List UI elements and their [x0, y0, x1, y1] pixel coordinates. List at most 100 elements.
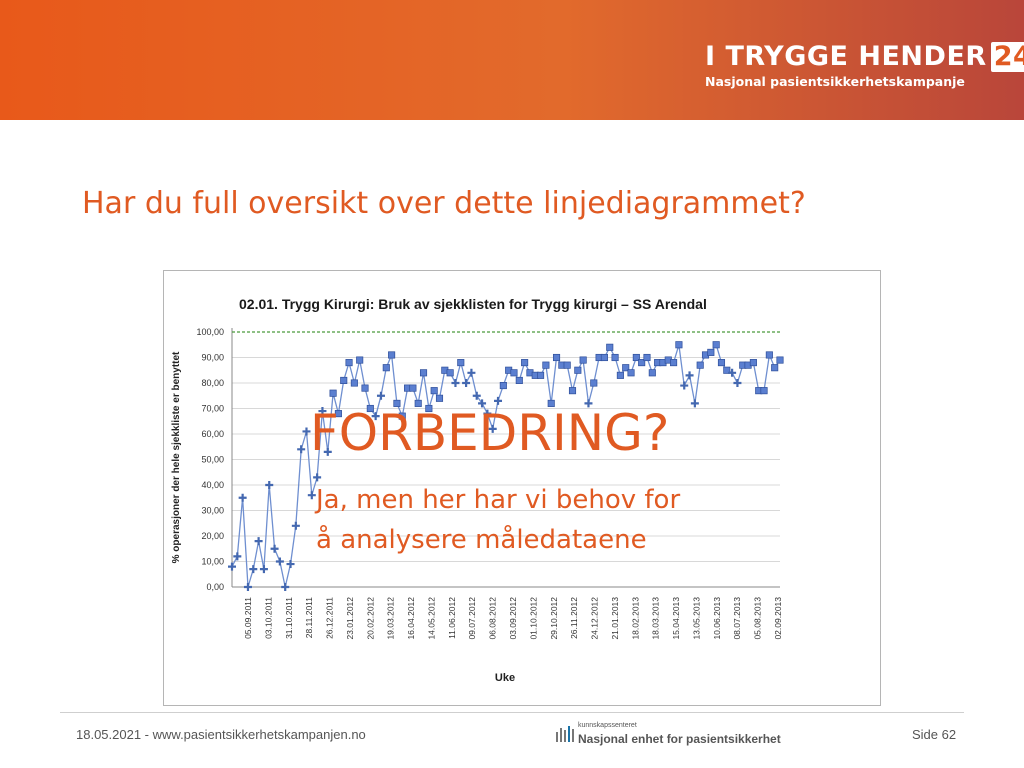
data-point — [286, 560, 295, 569]
data-point — [361, 384, 369, 392]
data-point — [606, 343, 614, 351]
x-tick-label: 05.08.2013 — [753, 597, 763, 640]
data-point — [643, 353, 651, 362]
data-point — [717, 359, 726, 367]
data-point — [638, 359, 646, 367]
data-point — [467, 368, 476, 377]
data-point — [771, 364, 779, 372]
chart-container: 02.01. Trygg Kirurgi: Bruk av sjekkliste… — [163, 270, 881, 706]
data-point — [707, 348, 715, 356]
data-point — [765, 351, 773, 359]
x-tick-label: 20.02.2012 — [365, 597, 375, 640]
bar-logo-icon — [556, 726, 574, 742]
x-tick-label: 29.10.2012 — [549, 597, 559, 640]
data-point — [425, 404, 433, 413]
data-point — [712, 341, 720, 349]
x-tick-label: 18.02.2013 — [630, 597, 640, 640]
data-point — [537, 371, 545, 379]
data-point — [648, 369, 656, 377]
y-tick-label: 90,00 — [201, 353, 224, 363]
data-point — [265, 481, 274, 489]
data-point — [632, 353, 640, 362]
data-point — [419, 369, 428, 377]
page-number: Side 62 — [912, 727, 957, 742]
logo-small-text: kunnskapssenteret — [578, 722, 637, 729]
data-point — [291, 521, 300, 530]
data-point — [457, 359, 465, 367]
data-point — [302, 427, 311, 436]
data-point — [281, 583, 290, 591]
x-tick-label: 09.07.2012 — [467, 597, 477, 640]
data-point — [356, 356, 364, 364]
x-tick-label: 26.12.2011 — [325, 597, 335, 639]
data-point — [622, 364, 630, 372]
data-point — [579, 356, 587, 364]
data-point — [446, 369, 454, 377]
data-point — [590, 379, 598, 387]
overlay-headline: FORBEDRING? — [310, 404, 670, 462]
data-point — [670, 359, 678, 367]
chart-title: 02.01. Trygg Kirurgi: Bruk av sjekkliste… — [239, 296, 707, 312]
x-tick-label: 03.09.2012 — [508, 597, 518, 640]
data-point — [723, 366, 731, 374]
data-point — [542, 361, 550, 369]
data-point — [627, 369, 635, 377]
x-tick-label: 24.12.2012 — [590, 597, 600, 640]
data-point — [270, 544, 279, 553]
data-point — [233, 552, 242, 561]
data-point — [243, 583, 252, 591]
y-tick-label: 70,00 — [201, 404, 224, 414]
header-banner: I TRYGGE HENDER247 Nasjonal pasientsikke… — [0, 0, 1024, 120]
data-point — [568, 387, 577, 395]
overlay-line-1: Ja, men her har vi behov for — [316, 485, 681, 515]
data-point — [680, 381, 689, 390]
data-point — [382, 364, 390, 372]
brand-subtitle: Nasjonal pasientsikkerhetskampanje — [705, 74, 965, 89]
x-tick-label: 16.04.2012 — [406, 597, 416, 640]
x-tick-label: 01.10.2012 — [528, 597, 538, 640]
y-tick-label: 60,00 — [201, 429, 224, 439]
data-point — [409, 384, 417, 392]
data-point — [340, 376, 348, 385]
y-tick-label: 30,00 — [201, 506, 224, 516]
y-tick-label: 10,00 — [201, 557, 224, 567]
x-tick-label: 11.06.2012 — [447, 597, 457, 639]
data-point — [297, 445, 306, 454]
y-tick-label: 20,00 — [201, 531, 224, 541]
x-tick-label: 28.11.2011 — [304, 597, 314, 639]
data-point — [238, 493, 247, 502]
data-point — [451, 379, 460, 387]
data-point — [393, 399, 401, 407]
data-point — [275, 557, 284, 566]
data-point — [376, 391, 385, 400]
x-tick-label: 23.01.2012 — [345, 597, 355, 640]
overlay-text: Ja, men her har vi behov for å analysere… — [316, 480, 680, 560]
data-point — [733, 379, 742, 387]
data-point — [313, 473, 322, 482]
x-tick-label: 14.05.2012 — [426, 597, 436, 640]
x-tick-label: 18.03.2013 — [651, 597, 661, 640]
y-tick-label: 0,00 — [206, 582, 224, 592]
data-point — [329, 389, 337, 397]
data-point — [462, 379, 471, 387]
data-point — [259, 565, 268, 574]
data-point — [611, 353, 619, 362]
data-point — [510, 369, 518, 377]
y-tick-label: 80,00 — [201, 378, 224, 388]
x-tick-label: 06.08.2012 — [488, 597, 498, 640]
data-point — [584, 399, 593, 408]
brand-title: I TRYGGE HENDER — [705, 41, 987, 72]
footer-date-url: 18.05.2021 - www.pasientsikkerhetskampan… — [76, 727, 366, 742]
data-point — [371, 412, 380, 421]
data-point — [254, 537, 263, 546]
data-point — [478, 399, 487, 408]
data-point — [388, 351, 396, 359]
data-point — [749, 359, 757, 367]
data-point — [414, 399, 422, 407]
y-tick-label: 100,00 — [196, 327, 224, 337]
data-point — [323, 447, 332, 456]
x-tick-label: 31.10.2011 — [284, 597, 294, 639]
y-tick-label: 40,00 — [201, 480, 224, 490]
data-point — [574, 366, 582, 374]
data-point — [430, 387, 438, 395]
